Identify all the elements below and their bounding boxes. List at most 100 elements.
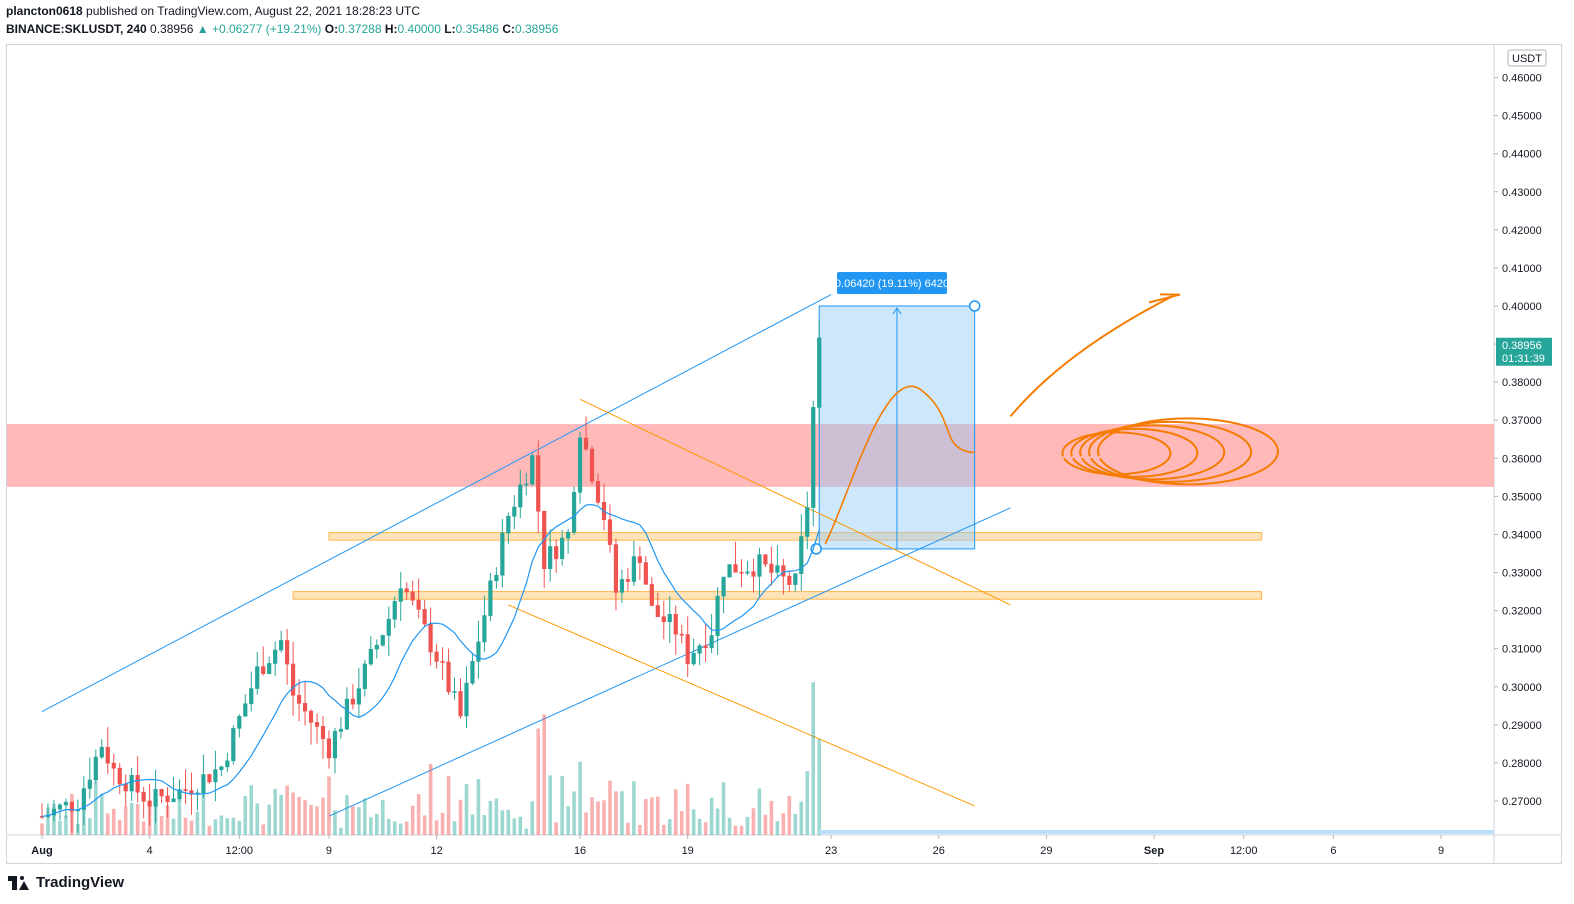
time-tick-label: 26 <box>933 845 945 857</box>
tradingview-logo[interactable]: TradingView <box>8 874 124 891</box>
candle-body <box>434 651 439 662</box>
candle-body <box>350 698 355 705</box>
hand-drawn-arrow <box>1009 295 1173 418</box>
close-label: C: <box>502 22 515 36</box>
candle-body <box>374 644 379 650</box>
candle-body <box>446 661 451 693</box>
candle-body <box>518 484 523 508</box>
volume-bar <box>375 813 379 835</box>
candle-body <box>470 661 475 684</box>
candle-body <box>488 580 493 616</box>
volume-bar <box>351 806 355 835</box>
volume-bar <box>345 795 349 835</box>
candle-body <box>763 554 768 565</box>
volume-bar <box>398 823 403 835</box>
volume-bar <box>709 797 714 835</box>
candle-body <box>428 623 433 653</box>
volume-bar <box>691 809 696 835</box>
volume-bar <box>536 728 541 835</box>
time-tick-label: 6 <box>1330 845 1336 857</box>
volume-bar <box>679 811 684 835</box>
candle-body <box>476 641 481 662</box>
volume-strip <box>819 830 1494 834</box>
chart-frame[interactable] <box>6 44 1562 864</box>
candle-body <box>536 455 541 512</box>
price-tick-label: 0.34000 <box>1502 529 1542 541</box>
volume-bar <box>554 822 558 835</box>
current-price-box <box>1496 337 1552 366</box>
volume-bar <box>482 815 487 835</box>
volume-bar <box>494 798 499 835</box>
volume-bar <box>261 824 266 835</box>
volume-bar <box>171 818 176 835</box>
volume-bar <box>811 682 816 835</box>
volume-bar <box>476 779 481 835</box>
publisher-name[interactable]: plancton0618 <box>6 4 83 18</box>
time-tick-label: 12:00 <box>1230 845 1258 857</box>
candle-body <box>213 769 218 783</box>
price-change: ▲ +0.06277 (+19.21%) <box>196 22 322 36</box>
volume-bar <box>219 815 224 835</box>
wedge-lower-line <box>508 604 975 807</box>
volume-bar <box>315 806 319 835</box>
candle-body <box>643 562 648 585</box>
candle-body <box>51 808 57 816</box>
volume-bar <box>363 798 367 835</box>
candle-body <box>625 579 630 582</box>
candle-body <box>111 762 116 769</box>
candle-body <box>183 789 188 791</box>
candle-body <box>703 645 708 648</box>
price-tick-label: 0.36000 <box>1502 453 1542 465</box>
time-tick-label: 9 <box>326 845 332 857</box>
candle-body <box>273 649 278 664</box>
volume-bar <box>644 799 648 835</box>
high-label: H: <box>384 22 398 36</box>
volume-bar <box>135 804 140 835</box>
candle-body <box>494 574 499 582</box>
volume-bar <box>64 815 68 835</box>
volume-bar <box>464 784 469 835</box>
candle-body <box>464 682 469 717</box>
candle-body <box>416 599 421 610</box>
volume-bar <box>153 795 158 835</box>
support-band-lower <box>292 591 1263 600</box>
candle-body <box>356 688 361 705</box>
candle-body <box>398 588 403 602</box>
resistance-zone <box>7 424 1494 487</box>
candle-body <box>482 615 487 643</box>
candle-body <box>661 616 666 623</box>
candle-body <box>87 779 92 789</box>
candle-body <box>249 688 254 705</box>
time-tick-label: 12 <box>430 845 442 857</box>
candle-body <box>530 455 535 485</box>
volume-bar <box>189 820 194 835</box>
volume-bar <box>572 791 576 835</box>
time-tick-label: 23 <box>825 845 837 857</box>
close-value: 0.38956 <box>514 22 559 36</box>
candle-body <box>769 563 774 573</box>
candle-body <box>219 766 224 770</box>
price-tick-label: 0.45000 <box>1502 111 1542 123</box>
candle-body <box>422 609 427 625</box>
volume-bar <box>94 781 98 835</box>
volume-bar <box>620 791 624 835</box>
volume-bar <box>434 820 439 835</box>
volume-bar <box>339 827 343 835</box>
volume-bar <box>685 783 690 835</box>
volume-bar <box>201 785 206 835</box>
candle-body <box>225 760 230 768</box>
tradingview-logo-icon <box>8 875 30 890</box>
currency-box <box>1507 49 1547 67</box>
volume-bar <box>321 797 325 835</box>
volume-bar <box>524 828 529 835</box>
time-tick-label: Sep <box>1144 845 1164 857</box>
volume-bar <box>237 820 242 835</box>
candle-body <box>99 746 104 758</box>
candle-body <box>811 407 816 508</box>
candle-body <box>524 483 529 486</box>
low-value: 0.35486 <box>455 22 499 36</box>
high-value: 0.40000 <box>397 22 441 36</box>
volume-bar <box>213 819 218 835</box>
candle-body <box>805 507 810 537</box>
